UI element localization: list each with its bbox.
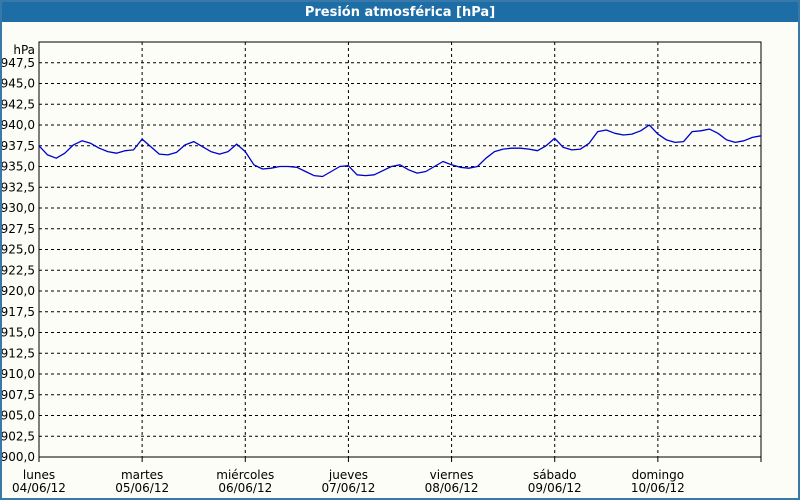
y-tick-label: 917,5 bbox=[2, 305, 35, 319]
x-date-label: 08/06/12 bbox=[425, 481, 479, 495]
x-date-label: 10/06/12 bbox=[631, 481, 685, 495]
y-tick-label: 945,0 bbox=[2, 77, 35, 91]
x-date-label: 05/06/12 bbox=[115, 481, 169, 495]
y-tick-label: 910,0 bbox=[2, 367, 35, 381]
y-tick-label: 912,5 bbox=[2, 346, 35, 360]
x-day-label: lunes bbox=[23, 468, 55, 482]
y-tick-label: 925,0 bbox=[2, 243, 35, 257]
y-tick-label: 922,5 bbox=[2, 263, 35, 277]
x-day-label: jueves bbox=[328, 468, 368, 482]
y-tick-label: 900,0 bbox=[2, 450, 35, 464]
y-tick-label: 920,0 bbox=[2, 284, 35, 298]
y-tick-label: 942,5 bbox=[2, 97, 35, 111]
x-day-label: sábado bbox=[533, 468, 577, 482]
title-bar: Presión atmosférica [hPa] bbox=[2, 2, 798, 22]
y-tick-label: 932,5 bbox=[2, 180, 35, 194]
y-axis-unit-label: hPa bbox=[13, 43, 35, 57]
x-day-label: domingo bbox=[632, 468, 685, 482]
x-date-label: 09/06/12 bbox=[528, 481, 582, 495]
plot-frame bbox=[38, 41, 762, 458]
y-tick-label: 937,5 bbox=[2, 139, 35, 153]
y-tick-label: 930,0 bbox=[2, 201, 35, 215]
chart-title: Presión atmosférica [hPa] bbox=[304, 4, 496, 20]
y-tick-label: 907,5 bbox=[2, 388, 35, 402]
x-date-label: 07/06/12 bbox=[321, 481, 375, 495]
y-tick-label: 927,5 bbox=[2, 222, 35, 236]
y-tick-label: 935,0 bbox=[2, 160, 35, 174]
pressure-line bbox=[38, 124, 762, 178]
x-date-label: 04/06/12 bbox=[12, 481, 66, 495]
y-tick-label: 940,0 bbox=[2, 118, 35, 132]
x-date-label: 06/06/12 bbox=[218, 481, 272, 495]
y-tick-label: 915,0 bbox=[2, 326, 35, 340]
pressure-chart: 900,0 902,5 905,0 907,5 910,0 912,5 915,0 917,5… bbox=[2, 41, 762, 495]
x-day-label: miércoles bbox=[216, 468, 274, 482]
x-day-label: viernes bbox=[430, 468, 474, 482]
y-tick-label: 947,5 bbox=[2, 56, 35, 70]
y-tick-label: 902,5 bbox=[2, 429, 35, 443]
y-tick-label: 905,0 bbox=[2, 409, 35, 423]
x-day-label: martes bbox=[121, 468, 163, 482]
